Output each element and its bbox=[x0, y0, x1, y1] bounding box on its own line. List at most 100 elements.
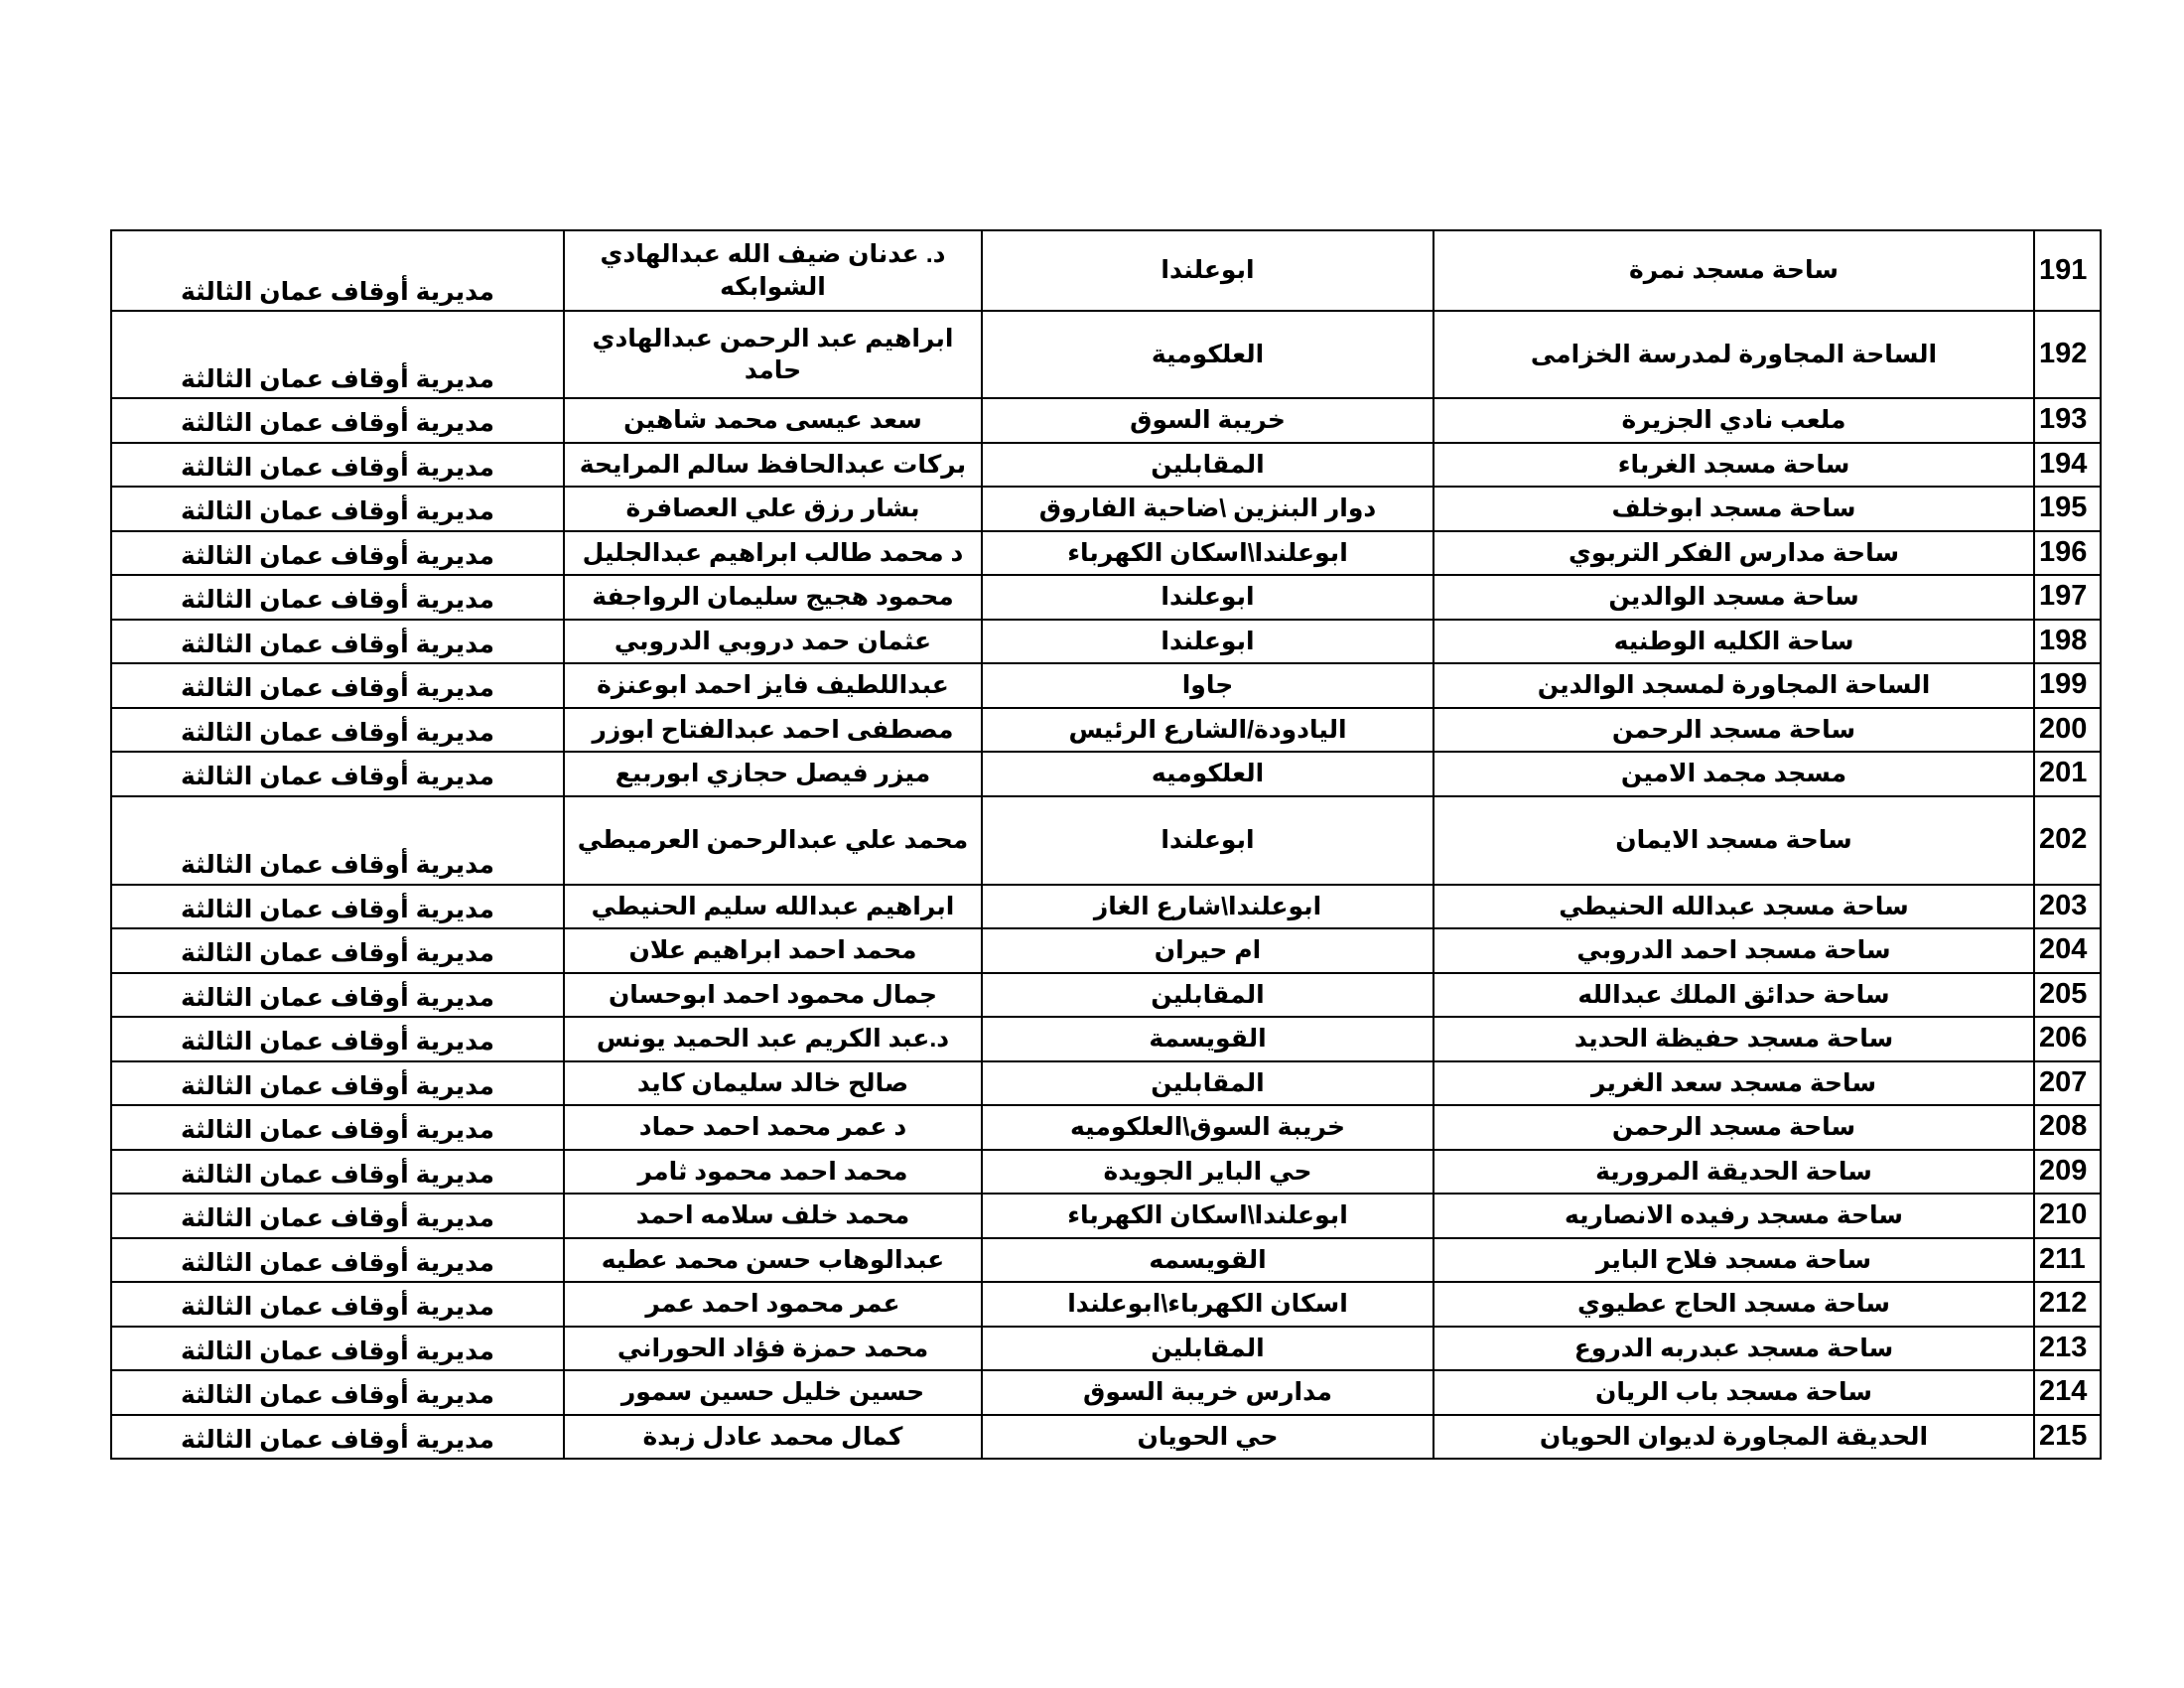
location: ساحة مسجد رفيده الانصاريه bbox=[1433, 1193, 2035, 1239]
directorate: مديرية أوقاف عمان الثالثة bbox=[110, 1325, 565, 1371]
row-number: 206 bbox=[2033, 1016, 2102, 1062]
person-name: مصطفى احمد عبدالفتاح ابوزر bbox=[563, 706, 983, 753]
area: العلكومية bbox=[981, 310, 1434, 399]
row-number: 208 bbox=[2033, 1104, 2102, 1151]
table-row: 199 الساحة المجاورة لمسجد الوالدين جاوا عبد… bbox=[110, 662, 2102, 709]
person-name: ميزر فيصل حجازي ابوربيع bbox=[563, 751, 983, 797]
area: ابوعلندا\اسكان الكهرباء bbox=[981, 529, 1434, 576]
person-name: د محمد طالب ابراهيم عبدالجليل bbox=[563, 529, 983, 576]
row-number: 198 bbox=[2033, 618, 2102, 664]
location: الساحة المجاورة لمسجد الوالدين bbox=[1433, 662, 2035, 709]
table-row: 197 ساحة مسجد الوالدين ابوعلندا محمود هجيج … bbox=[110, 574, 2102, 621]
directorate: مديرية أوقاف عمان الثالثة bbox=[110, 618, 565, 664]
area: المقابلين bbox=[981, 1059, 1434, 1106]
person-name: بركات عبدالحافظ سالم المرايحة bbox=[563, 441, 983, 488]
directorate: مديرية أوقاف عمان الثالثة bbox=[110, 310, 565, 399]
area: جاوا bbox=[981, 662, 1434, 709]
row-number: 213 bbox=[2033, 1325, 2102, 1371]
person-name: محمد خلف سلامه احمد bbox=[563, 1193, 983, 1239]
row-number: 215 bbox=[2033, 1413, 2102, 1460]
location: ساحة مسجد عبدالله الحنيطي bbox=[1433, 883, 2035, 929]
table-row: 194 ساحة مسجد الغرباء المقابلين بركات عبدال… bbox=[110, 441, 2102, 488]
person-name: عثمان حمد دروبي الدروبي bbox=[563, 618, 983, 664]
area: ابوعلندا\شارع الغاز bbox=[981, 883, 1434, 929]
location: مسجد مجمد الامين bbox=[1433, 751, 2035, 797]
row-number: 193 bbox=[2033, 397, 2102, 444]
location: ساحة مسجد الايمان bbox=[1433, 794, 2035, 886]
table-row: 191 ساحة مسجد نمرة ابوعلندا د. عدنان ضيف ال… bbox=[110, 229, 2102, 312]
row-number: 191 bbox=[2033, 229, 2102, 312]
person-name: ابراهيم عبد الرحمن عبدالهادي حامد bbox=[563, 310, 983, 399]
table-row: 192 الساحة المجاورة لمدرسة الخزامى العلكوم… bbox=[110, 310, 2102, 399]
person-name: د.عبد الكريم عبد الحميد يونس bbox=[563, 1016, 983, 1062]
location: ساحة حدائق الملك عبدالله bbox=[1433, 971, 2035, 1018]
location: ساحة مسجد حفيظة الحديد bbox=[1433, 1016, 2035, 1062]
row-number: 204 bbox=[2033, 927, 2102, 974]
area: القويسمه bbox=[981, 1236, 1434, 1283]
person-name: محمد حمزة فؤاد الحوراني bbox=[563, 1325, 983, 1371]
person-name: د عمر محمد احمد حماد bbox=[563, 1104, 983, 1151]
person-name: حسين خليل حسين سمور bbox=[563, 1369, 983, 1416]
area: المقابلين bbox=[981, 971, 1434, 1018]
row-number: 203 bbox=[2033, 883, 2102, 929]
directorate: مديرية أوقاف عمان الثالثة bbox=[110, 229, 565, 312]
directorate: مديرية أوقاف عمان الثالثة bbox=[110, 574, 565, 621]
directorate: مديرية أوقاف عمان الثالثة bbox=[110, 662, 565, 709]
directorate: مديرية أوقاف عمان الثالثة bbox=[110, 1148, 565, 1195]
row-number: 194 bbox=[2033, 441, 2102, 488]
directorate: مديرية أوقاف عمان الثالثة bbox=[110, 1281, 565, 1328]
table-row: 212 ساحة مسجد الحاج عطيوي اسكان الكهرباء\ا… bbox=[110, 1281, 2102, 1328]
directorate: مديرية أوقاف عمان الثالثة bbox=[110, 486, 565, 532]
directorate: مديرية أوقاف عمان الثالثة bbox=[110, 397, 565, 444]
directorate: مديرية أوقاف عمان الثالثة bbox=[110, 794, 565, 886]
directorate: مديرية أوقاف عمان الثالثة bbox=[110, 1104, 565, 1151]
table-row: 214 ساحة مسجد باب الريان مدارس خريبة السوق… bbox=[110, 1369, 2102, 1416]
table-row: 210 ساحة مسجد رفيده الانصاريه ابوعلندا\اسك… bbox=[110, 1193, 2102, 1239]
area: دوار البنزين \ضاحية الفاروق bbox=[981, 486, 1434, 532]
location: ساحة مسجد الغرباء bbox=[1433, 441, 2035, 488]
person-name: محمد احمد ابراهيم علان bbox=[563, 927, 983, 974]
table: 191 ساحة مسجد نمرة ابوعلندا د. عدنان ضيف ال… bbox=[110, 229, 2102, 1460]
location: ساحة الحديقة المرورية bbox=[1433, 1148, 2035, 1195]
directorate: مديرية أوقاف عمان الثالثة bbox=[110, 529, 565, 576]
location: ساحة الكليه الوطنيه bbox=[1433, 618, 2035, 664]
directorate: مديرية أوقاف عمان الثالثة bbox=[110, 927, 565, 974]
row-number: 209 bbox=[2033, 1148, 2102, 1195]
area: المقابلين bbox=[981, 441, 1434, 488]
area: المقابلين bbox=[981, 1325, 1434, 1371]
table-row: 206 ساحة مسجد حفيظة الحديد القويسمة د.عبد ا… bbox=[110, 1016, 2102, 1062]
area: خريبة السوق bbox=[981, 397, 1434, 444]
location: ساحة مدارس الفكر التربوي bbox=[1433, 529, 2035, 576]
table-row: 215 الحديقة المجاورة لديوان الحويان حي الح… bbox=[110, 1413, 2102, 1460]
location: ساحة مسجد فلاح الباير bbox=[1433, 1236, 2035, 1283]
location: ملعب نادي الجزيرة bbox=[1433, 397, 2035, 444]
location: ساحة مسجد عبدربه الدروع bbox=[1433, 1325, 2035, 1371]
row-number: 205 bbox=[2033, 971, 2102, 1018]
person-name: عمر محمود احمد عمر bbox=[563, 1281, 983, 1328]
person-name: صالح خالد سليمان كايد bbox=[563, 1059, 983, 1106]
table-row: 201 مسجد مجمد الامين العلكوميه ميزر فيصل حج… bbox=[110, 751, 2102, 797]
area: ابوعلندا bbox=[981, 618, 1434, 664]
person-name: محمد علي عبدالرحمن العرميطي bbox=[563, 794, 983, 886]
row-number: 200 bbox=[2033, 706, 2102, 753]
table-row: 204 ساحة مسجد احمد الدروبي ام حيران محمد اح… bbox=[110, 927, 2102, 974]
location: الساحة المجاورة لمدرسة الخزامى bbox=[1433, 310, 2035, 399]
area: اليادودة/الشارع الرئيس bbox=[981, 706, 1434, 753]
directorate: مديرية أوقاف عمان الثالثة bbox=[110, 1016, 565, 1062]
table-body: 191 ساحة مسجد نمرة ابوعلندا د. عدنان ضيف ال… bbox=[110, 229, 2102, 1460]
table-row: 213 ساحة مسجد عبدربه الدروع المقابلين محمد … bbox=[110, 1325, 2102, 1371]
location: ساحة مسجد الوالدين bbox=[1433, 574, 2035, 621]
row-number: 202 bbox=[2033, 794, 2102, 886]
table-row: 208 ساحة مسجد الرحمن خريبة السوق\العلكوميه… bbox=[110, 1104, 2102, 1151]
row-number: 214 bbox=[2033, 1369, 2102, 1416]
row-number: 207 bbox=[2033, 1059, 2102, 1106]
person-name: محمد احمد محمود ثامر bbox=[563, 1148, 983, 1195]
directorate: مديرية أوقاف عمان الثالثة bbox=[110, 1236, 565, 1283]
area: مدارس خريبة السوق bbox=[981, 1369, 1434, 1416]
row-number: 199 bbox=[2033, 662, 2102, 709]
directorate: مديرية أوقاف عمان الثالثة bbox=[110, 971, 565, 1018]
directorate: مديرية أوقاف عمان الثالثة bbox=[110, 1369, 565, 1416]
row-number: 192 bbox=[2033, 310, 2102, 399]
directorate: مديرية أوقاف عمان الثالثة bbox=[110, 1193, 565, 1239]
